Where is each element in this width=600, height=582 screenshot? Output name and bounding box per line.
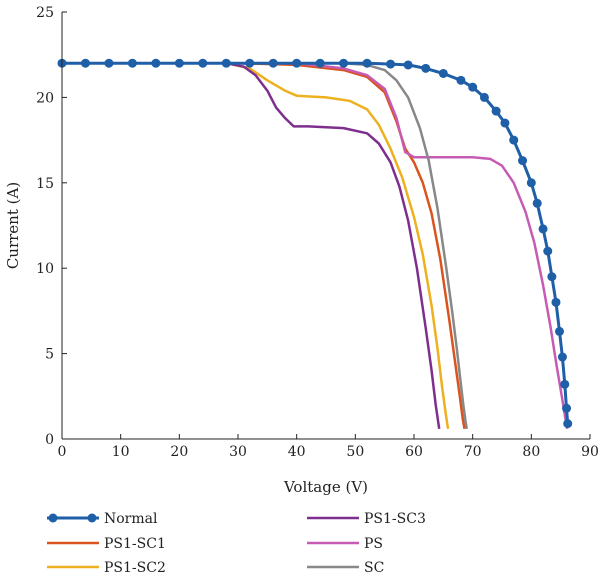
x-tick-label: 10 bbox=[112, 444, 130, 460]
data-point bbox=[526, 178, 536, 188]
data-point bbox=[468, 82, 478, 92]
y-tick-label: 10 bbox=[36, 261, 54, 277]
y-tick-label: 0 bbox=[45, 432, 54, 448]
series-line bbox=[62, 61, 441, 429]
data-point bbox=[339, 58, 349, 68]
data-point bbox=[386, 59, 396, 69]
data-point bbox=[479, 92, 489, 102]
x-axis-title: Voltage (V) bbox=[283, 478, 368, 496]
legend-item: Normal bbox=[47, 511, 158, 527]
series-ps1-sc3 bbox=[62, 61, 441, 429]
data-point bbox=[538, 224, 548, 234]
data-point bbox=[551, 297, 561, 307]
series-line bbox=[62, 61, 569, 430]
legend-label: Normal bbox=[104, 511, 158, 527]
legend-label: PS1-SC2 bbox=[104, 560, 166, 576]
legend-label: SC bbox=[364, 560, 384, 576]
y-tick-label: 15 bbox=[36, 176, 54, 192]
data-point bbox=[221, 58, 231, 68]
x-tick-label: 0 bbox=[58, 444, 67, 460]
x-tick-label: 80 bbox=[522, 444, 540, 460]
data-point bbox=[245, 58, 255, 68]
legend-item: PS bbox=[307, 536, 383, 552]
x-tick-label: 60 bbox=[405, 444, 423, 460]
x-tick-label: 20 bbox=[170, 444, 188, 460]
y-tick-label: 25 bbox=[36, 5, 54, 21]
data-point bbox=[198, 58, 208, 68]
legend-label: PS bbox=[364, 536, 383, 552]
data-point bbox=[560, 379, 570, 389]
series-line bbox=[62, 61, 570, 424]
series-ps1-sc2 bbox=[62, 61, 450, 429]
data-point bbox=[563, 419, 573, 429]
data-point bbox=[456, 75, 466, 85]
legend: Normal PS1-SC1 PS1-SC2 PS1-SC3 PS SC bbox=[47, 511, 426, 576]
x-tick-label: 90 bbox=[581, 444, 599, 460]
legend-label: PS1-SC1 bbox=[104, 536, 166, 552]
data-point bbox=[127, 58, 137, 68]
data-point bbox=[557, 352, 567, 362]
legend-label: PS1-SC3 bbox=[364, 511, 426, 527]
data-point bbox=[403, 60, 413, 70]
x-tick-label: 40 bbox=[288, 444, 306, 460]
y-axis-title: Current (A) bbox=[4, 182, 22, 269]
data-point bbox=[532, 198, 542, 208]
data-point bbox=[509, 135, 519, 145]
y-tick-label: 20 bbox=[36, 90, 54, 106]
data-point bbox=[174, 58, 184, 68]
series-line bbox=[62, 61, 469, 430]
data-point bbox=[80, 58, 90, 68]
legend-item: PS1-SC2 bbox=[47, 560, 166, 576]
data-point bbox=[421, 63, 431, 73]
data-point bbox=[362, 58, 372, 68]
legend-marker bbox=[48, 513, 58, 523]
legend-marker bbox=[87, 513, 97, 523]
data-point bbox=[543, 246, 553, 256]
series-line bbox=[62, 61, 466, 430]
data-point bbox=[500, 118, 510, 128]
data-point bbox=[554, 326, 564, 336]
data-point bbox=[547, 272, 557, 282]
data-point bbox=[292, 58, 302, 68]
series-ps1-sc1 bbox=[62, 61, 466, 430]
data-point bbox=[491, 106, 501, 116]
legend-item: PS1-SC3 bbox=[307, 511, 426, 527]
plot-area bbox=[57, 58, 573, 430]
series-normal bbox=[57, 58, 573, 429]
series-line bbox=[62, 61, 450, 429]
y-tick-label: 5 bbox=[45, 347, 54, 363]
legend-item: SC bbox=[307, 560, 384, 576]
x-tick-label: 70 bbox=[464, 444, 482, 460]
x-tick-label: 50 bbox=[346, 444, 364, 460]
series-sc bbox=[62, 61, 469, 430]
data-point bbox=[104, 58, 114, 68]
data-point bbox=[268, 58, 278, 68]
x-tick-label: 30 bbox=[229, 444, 247, 460]
data-point bbox=[438, 68, 448, 78]
axes: 0 10 20 30 40 50 60 70 80 90 0 5 10 15 20 25 bbox=[36, 5, 599, 460]
data-point bbox=[518, 156, 528, 166]
legend-item: PS1-SC1 bbox=[47, 536, 166, 552]
data-point bbox=[562, 403, 572, 413]
data-point bbox=[315, 58, 325, 68]
data-point bbox=[151, 58, 161, 68]
series-ps bbox=[62, 61, 569, 430]
